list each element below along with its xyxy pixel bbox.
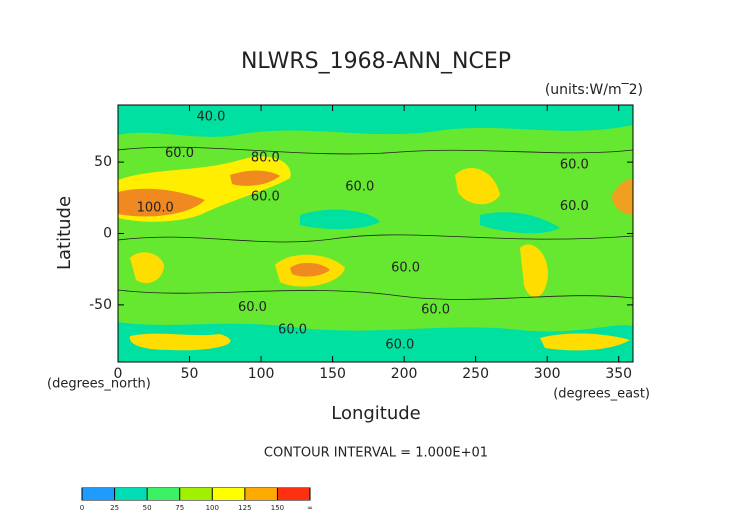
contour-fill (520, 244, 548, 298)
colorbar-label: 150 (271, 504, 284, 512)
contour-label: 40.0 (197, 109, 226, 124)
y-tick-label: 50 (94, 154, 112, 170)
colorbar-cell (179, 488, 213, 500)
colorbar-label: ∞ (307, 504, 313, 512)
contour-fill (290, 262, 330, 277)
contour-fill (129, 333, 231, 351)
contour-line (118, 234, 633, 243)
colorbar-cell (147, 488, 180, 500)
chart-title: NLWRS_1968-ANN_NCEP (241, 49, 511, 74)
colorbar-label: 75 (175, 504, 184, 512)
contour-label: 60.0 (385, 337, 414, 352)
contour-fill (118, 105, 633, 137)
x-tick-label: 50 (181, 366, 199, 382)
colorbar-label: 25 (110, 504, 119, 512)
contour-fill (118, 322, 633, 362)
contour-fill (480, 212, 560, 234)
contour-line (118, 289, 633, 300)
x-tick-label: 350 (605, 366, 632, 382)
colorbar-label: 125 (238, 504, 251, 512)
contour-label: 80.0 (251, 150, 280, 165)
contour-fill (118, 188, 205, 217)
colorbar-cell (82, 488, 115, 500)
contour-line (118, 146, 633, 155)
x-tick-label: 300 (534, 366, 561, 382)
colorbar-cell (212, 488, 245, 500)
contour-label: 60.0 (391, 260, 420, 275)
colorbar-cell (114, 488, 148, 500)
colorbar-cell (244, 488, 278, 500)
contour-fill (455, 167, 500, 205)
x-tick-label: 100 (248, 366, 275, 382)
contour-label: 60.0 (560, 157, 589, 172)
y-axis-label: Latitude (54, 196, 75, 270)
contour-fill (230, 170, 280, 186)
contour-label: 60.0 (560, 199, 589, 214)
contour-label: 60.0 (251, 190, 280, 205)
x-tick-label: 150 (319, 366, 346, 382)
colorbar-label: 0 (80, 504, 84, 512)
x-axis-label: Longitude (331, 403, 421, 424)
contour-fill (300, 209, 380, 230)
contour-label: 100.0 (137, 200, 174, 215)
contour-fill (130, 252, 164, 284)
contour-label: 60.0 (421, 303, 450, 318)
contour-label: 60.0 (238, 300, 267, 315)
y-unit: (degrees_north) (47, 377, 151, 392)
colorbar-cell (277, 488, 310, 500)
contour-field (118, 105, 633, 362)
units: (units:W/m‾2) (545, 82, 643, 98)
contour-label: 60.0 (345, 179, 374, 194)
contour-fill (612, 179, 633, 215)
contour-fill (118, 105, 633, 362)
x-tick-label: 0 (114, 366, 123, 382)
x-tick-label: 200 (391, 366, 418, 382)
contour-fill (540, 333, 630, 351)
footnote: CONTOUR INTERVAL = 1.000E+01 (264, 446, 488, 461)
y-tick-label: -50 (89, 297, 112, 313)
y-tick-label: 0 (103, 226, 112, 242)
colorbar-label: 50 (143, 504, 152, 512)
x-tick-label: 250 (462, 366, 489, 382)
colorbar-label: 100 (206, 504, 219, 512)
contour-label: 60.0 (278, 323, 307, 338)
contour-label: 60.0 (165, 146, 194, 161)
x-unit: (degrees_east) (553, 387, 650, 402)
